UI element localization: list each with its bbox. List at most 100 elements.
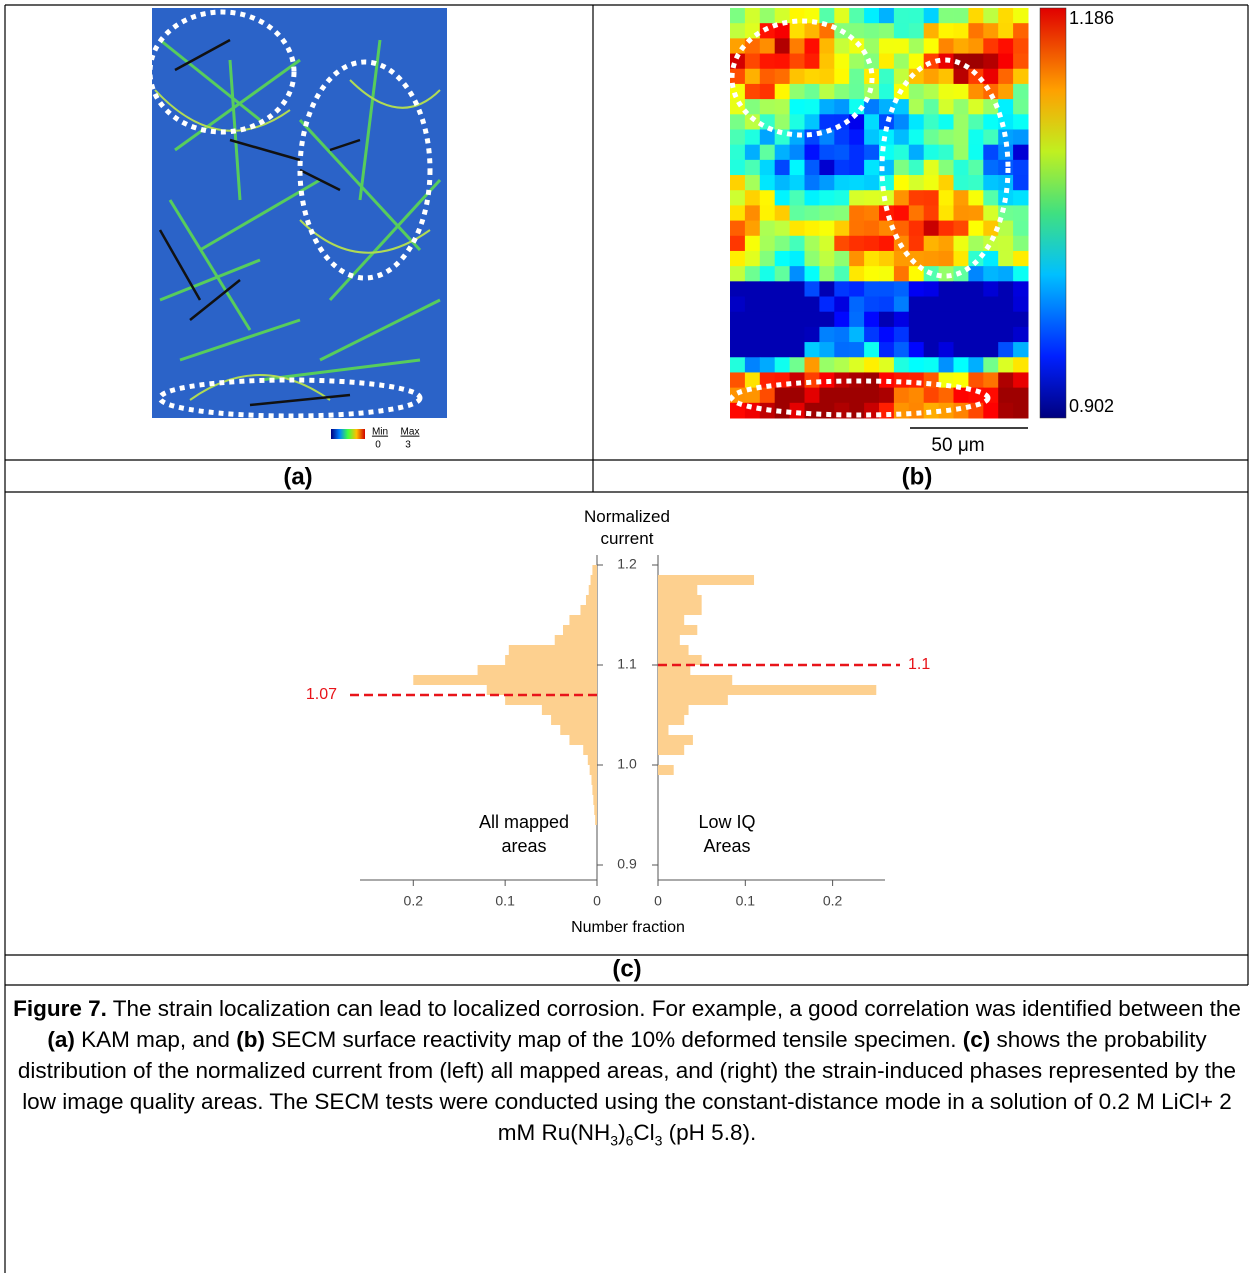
map-pixel <box>954 99 969 115</box>
map-pixel <box>1013 403 1028 419</box>
map-pixel <box>894 145 909 161</box>
map-pixel <box>730 342 745 358</box>
map-pixel <box>849 281 864 297</box>
map-pixel <box>790 114 805 130</box>
map-pixel <box>954 342 969 358</box>
histogram-bar <box>658 695 728 705</box>
map-pixel <box>864 145 879 161</box>
map-pixel <box>909 129 924 145</box>
caption: Figure 7. The strain localization can le… <box>8 993 1246 1148</box>
map-pixel <box>775 145 790 161</box>
map-pixel <box>760 327 775 343</box>
map-pixel <box>849 388 864 404</box>
map-pixel <box>968 372 983 388</box>
map-pixel <box>983 403 998 419</box>
histogram-bar <box>594 805 597 815</box>
map-pixel <box>819 114 834 130</box>
map-pixel <box>864 114 879 130</box>
map-pixel <box>909 312 924 328</box>
map-pixel <box>745 54 760 70</box>
map-pixel <box>894 129 909 145</box>
map-pixel <box>954 205 969 221</box>
map-pixel <box>954 160 969 176</box>
map-pixel <box>983 251 998 267</box>
map-pixel <box>864 281 879 297</box>
mean-label: 1.07 <box>306 686 337 703</box>
map-pixel <box>730 114 745 130</box>
map-pixel <box>998 160 1013 176</box>
map-pixel <box>998 54 1013 70</box>
map-pixel <box>834 342 849 358</box>
map-pixel <box>849 251 864 267</box>
map-pixel <box>864 251 879 267</box>
map-pixel <box>1013 357 1028 373</box>
map-pixel <box>924 114 939 130</box>
map-pixel <box>834 145 849 161</box>
map-pixel <box>760 236 775 252</box>
map-pixel <box>730 175 745 191</box>
map-pixel <box>968 99 983 115</box>
map-pixel <box>879 69 894 85</box>
map-pixel <box>954 175 969 191</box>
map-pixel <box>834 99 849 115</box>
map-pixel <box>968 190 983 206</box>
map-pixel <box>745 221 760 237</box>
histogram-bar <box>505 695 597 705</box>
map-pixel <box>745 297 760 313</box>
map-pixel <box>819 38 834 54</box>
map-pixel <box>805 312 820 328</box>
map-pixel <box>775 205 790 221</box>
map-pixel <box>998 281 1013 297</box>
map-pixel <box>760 281 775 297</box>
map-pixel <box>805 175 820 191</box>
map-pixel <box>834 221 849 237</box>
map-pixel <box>864 236 879 252</box>
map-pixel <box>879 342 894 358</box>
histogram-bar <box>658 655 702 665</box>
map-pixel <box>849 266 864 282</box>
map-pixel <box>819 327 834 343</box>
histogram-bar <box>658 745 684 755</box>
map-pixel <box>998 388 1013 404</box>
map-pixel <box>760 342 775 358</box>
x-tick-label: 0.1 <box>736 893 756 909</box>
map-pixel <box>834 190 849 206</box>
colorbar-min: 0 <box>375 440 381 451</box>
map-pixel <box>849 236 864 252</box>
map-pixel <box>983 160 998 176</box>
map-pixel <box>924 297 939 313</box>
map-pixel <box>730 23 745 39</box>
map-pixel <box>983 357 998 373</box>
map-pixel <box>834 388 849 404</box>
map-pixel <box>760 266 775 282</box>
map-pixel <box>834 251 849 267</box>
map-pixel <box>775 327 790 343</box>
histogram-bar <box>591 575 597 585</box>
map-pixel <box>760 69 775 85</box>
histogram-bar <box>563 625 597 635</box>
map-pixel <box>983 205 998 221</box>
series-annotation: All mapped areas <box>469 810 579 858</box>
map-pixel <box>983 281 998 297</box>
histogram-bar <box>509 645 597 655</box>
map-pixel <box>819 84 834 100</box>
colorbar-min: 0.902 <box>1069 396 1114 416</box>
map-pixel <box>879 251 894 267</box>
map-pixel <box>894 266 909 282</box>
map-pixel <box>983 54 998 70</box>
map-pixel <box>1013 38 1028 54</box>
map-pixel <box>924 69 939 85</box>
map-pixel <box>1013 251 1028 267</box>
map-pixel <box>1013 205 1028 221</box>
map-pixel <box>849 175 864 191</box>
map-pixel <box>939 251 954 267</box>
map-pixel <box>879 388 894 404</box>
map-pixel <box>894 38 909 54</box>
map-pixel <box>760 160 775 176</box>
map-pixel <box>879 266 894 282</box>
map-pixel <box>864 297 879 313</box>
map-pixel <box>790 160 805 176</box>
map-pixel <box>954 281 969 297</box>
map-pixel <box>775 54 790 70</box>
map-pixel <box>730 297 745 313</box>
